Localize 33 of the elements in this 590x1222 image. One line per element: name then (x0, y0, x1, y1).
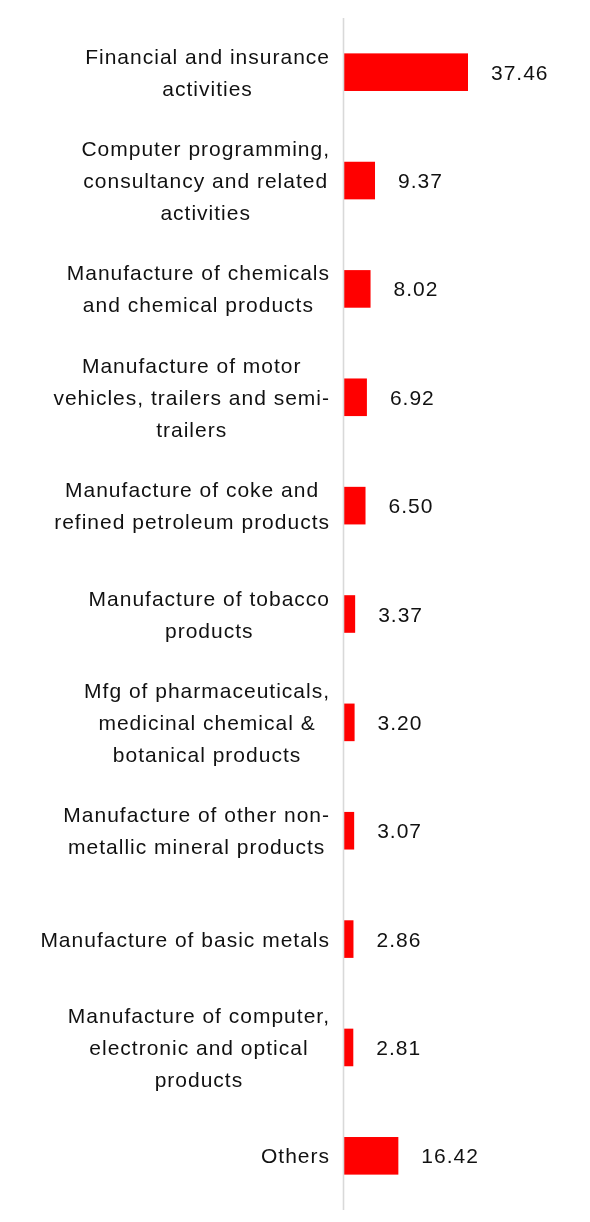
bar (344, 1028, 354, 1067)
y-tick-label: Financial and insurance activities (85, 44, 331, 100)
y-tick-label: Manufacture of basic metals (40, 927, 330, 951)
bar (344, 1137, 399, 1175)
y-tick-label: Manufacture of tobacco products (88, 586, 330, 642)
data-label: 3.07 (377, 819, 423, 843)
y-tick-label: Others (260, 1144, 331, 1168)
y-tick-label: Manufacture of other non-metallic mineral products (63, 803, 331, 859)
data-label: 3.20 (377, 710, 423, 734)
data-label: 3.37 (378, 602, 424, 626)
y-tick-label: Manufacture of computer, electronic and optical products (67, 1003, 331, 1091)
bar (344, 920, 354, 958)
bar (344, 486, 366, 525)
data-label: 6.92 (389, 385, 435, 409)
bar (344, 811, 355, 850)
data-label: 8.02 (393, 277, 439, 301)
bar (344, 161, 376, 200)
bar (344, 53, 468, 91)
y-tick-label: Manufacture of motor vehicles, trailers and semi-trailers (53, 353, 330, 441)
data-label: 6.50 (388, 494, 434, 518)
data-label: 16.42 (421, 1144, 479, 1168)
data-label: 37.46 (491, 60, 549, 84)
y-tick-label: Manufacture of chemicals and chemical products (66, 261, 330, 317)
bar (344, 378, 367, 417)
data-label: 9.37 (398, 169, 443, 193)
bar (344, 595, 356, 633)
bar (344, 703, 355, 742)
y-tick-label: Manufacture of coke and refined petroleum products (54, 478, 330, 534)
y-tick-label: Mfg of pharmaceuticals, medicinal chemical & botanical products (84, 678, 330, 766)
y-tick-label: Computer programming, consultancy and related activities (81, 137, 330, 225)
data-label: 2.86 (376, 927, 422, 951)
bar (344, 270, 371, 308)
data-label: 2.81 (376, 1035, 422, 1059)
